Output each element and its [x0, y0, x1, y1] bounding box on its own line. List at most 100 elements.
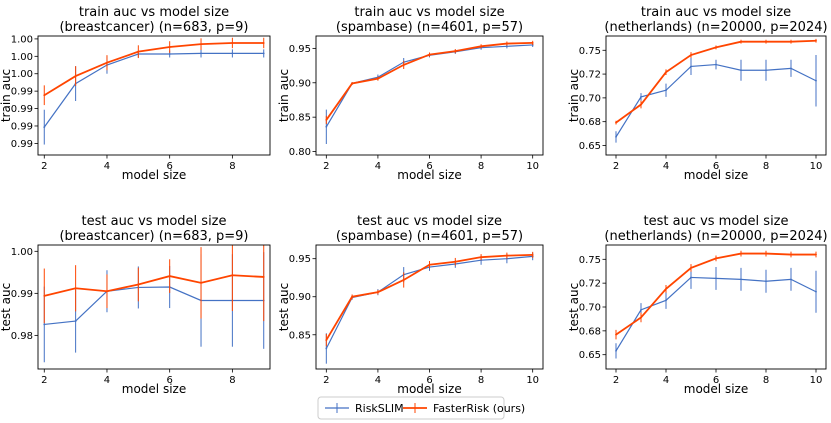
data-point-fasterrisk [351, 295, 354, 298]
data-point-fasterrisk [262, 42, 265, 44]
plot-frame [37, 35, 271, 156]
y-tick-label: 0.85 [289, 113, 311, 124]
y-tick-label: 0.70 [579, 303, 601, 314]
data-point-fasterrisk [428, 263, 431, 266]
data-point-riskslim [790, 67, 792, 70]
y-tick-label: 0.72 [579, 279, 601, 290]
legend-label-fasterrisk: FasterRisk (ours) [433, 402, 525, 415]
data-point-fasterrisk [325, 119, 328, 121]
y-tick-label: 1.00 [11, 69, 33, 80]
x-tick-label: 2 [613, 375, 619, 386]
chart-subtitle: (breastcancer) (n=683, p=9) [59, 229, 248, 244]
data-point-riskslim [640, 308, 642, 311]
data-point-fasterrisk [740, 252, 742, 255]
data-point-fasterrisk [74, 287, 77, 290]
data-point-fasterrisk [200, 281, 202, 284]
x-axis-label: model size [122, 382, 186, 396]
chart-title: train auc vs model size [641, 5, 791, 20]
series-line-fasterrisk [44, 274, 264, 297]
x-tick-label: 6 [713, 375, 719, 386]
series-line-riskslim [43, 52, 264, 128]
y-tick-label: 0.75 [579, 255, 601, 266]
y-tick-label: 0.99 [11, 139, 33, 150]
chart-title: train auc vs model size [354, 5, 504, 20]
data-point-fasterrisk [665, 71, 667, 74]
data-point-riskslim [168, 53, 171, 55]
series-line-fasterrisk [43, 42, 264, 96]
data-point-riskslim [765, 69, 767, 72]
y-tick-label: 0.68 [579, 326, 601, 337]
data-point-fasterrisk [231, 274, 234, 277]
data-point-fasterrisk [137, 50, 140, 53]
data-point-riskslim [43, 323, 46, 326]
data-point-riskslim [615, 136, 617, 138]
data-point-fasterrisk [690, 54, 692, 56]
plot-data [615, 250, 817, 359]
x-tick-label: 4 [104, 161, 110, 172]
data-point-fasterrisk [690, 266, 692, 269]
data-point-fasterrisk [790, 40, 792, 43]
series-line-fasterrisk [615, 252, 816, 336]
data-point-fasterrisk [531, 253, 534, 256]
legend: RiskSLIM FasterRisk (ours) [317, 396, 525, 420]
chart-subtitle: (spambase) (n=4601, p=57) [336, 229, 523, 244]
data-point-fasterrisk [137, 283, 140, 286]
data-point-fasterrisk [43, 94, 46, 97]
chart-panel-5: test auc vs model size(spambase) (n=4601… [277, 214, 544, 396]
data-point-riskslim [715, 277, 717, 280]
series-line-riskslim [44, 286, 264, 326]
y-tick-label: 0.65 [579, 141, 601, 152]
data-point-riskslim [325, 347, 328, 350]
chart-title: test auc vs model size [644, 214, 789, 229]
y-tick-label: 0.95 [289, 44, 311, 55]
y-tick-label: 0.99 [11, 87, 33, 98]
chart-panel-4: test auc vs model size(breastcancer) (n=… [0, 214, 271, 396]
data-point-riskslim [765, 280, 767, 283]
data-point-fasterrisk [765, 252, 767, 255]
chart-panel-2: train auc vs model size(spambase) (n=460… [277, 5, 544, 182]
y-tick-label: 0.80 [289, 147, 311, 158]
x-tick-label: 8 [229, 375, 235, 386]
y-tick-label: 0.98 [11, 331, 33, 342]
y-tick-label: 0.99 [11, 289, 33, 300]
plot-data [43, 37, 265, 145]
x-axis-label: model size [684, 382, 748, 396]
x-tick-label: 2 [613, 161, 619, 172]
data-point-fasterrisk [454, 50, 457, 53]
chart-subtitle: (netherlands) (n=20000, p=2024) [604, 229, 827, 244]
plot-frame [605, 35, 827, 156]
data-point-fasterrisk [615, 333, 617, 336]
data-point-fasterrisk [815, 253, 817, 256]
y-tick-label: 0.75 [579, 46, 601, 57]
data-point-riskslim [690, 65, 692, 68]
plot-data [43, 245, 265, 363]
data-point-fasterrisk [615, 121, 617, 124]
y-tick-label: 0.90 [289, 292, 311, 303]
data-point-fasterrisk [325, 339, 328, 341]
chart-panel-3: train auc vs model size(netherlands) (n=… [567, 5, 828, 182]
series-line-riskslim [615, 63, 817, 138]
data-point-fasterrisk [351, 82, 354, 85]
data-point-fasterrisk [377, 77, 379, 80]
x-tick-label: 4 [375, 161, 381, 172]
y-tick-label: 0.90 [289, 78, 311, 89]
legend-label-riskslim: RiskSLIM [355, 402, 404, 415]
data-point-fasterrisk [74, 75, 77, 77]
data-point-riskslim [740, 69, 742, 72]
data-point-riskslim [43, 126, 46, 129]
data-point-riskslim [200, 52, 202, 55]
chart-title: test auc vs model size [82, 214, 227, 229]
data-point-fasterrisk [715, 46, 717, 49]
data-point-riskslim [815, 79, 817, 82]
chart-title: test auc vs model size [357, 214, 502, 229]
data-point-riskslim [231, 52, 234, 55]
x-tick-label: 8 [478, 161, 484, 172]
y-axis-label: train auc [0, 69, 13, 122]
y-axis-label: train auc [567, 69, 581, 122]
y-tick-label: 0.99 [11, 121, 33, 132]
y-tick-label: 0.99 [11, 104, 33, 115]
y-axis-label: test auc [0, 283, 13, 331]
x-tick-label: 6 [426, 375, 432, 386]
data-point-riskslim [640, 96, 642, 98]
y-tick-label: 1.00 [11, 52, 33, 63]
